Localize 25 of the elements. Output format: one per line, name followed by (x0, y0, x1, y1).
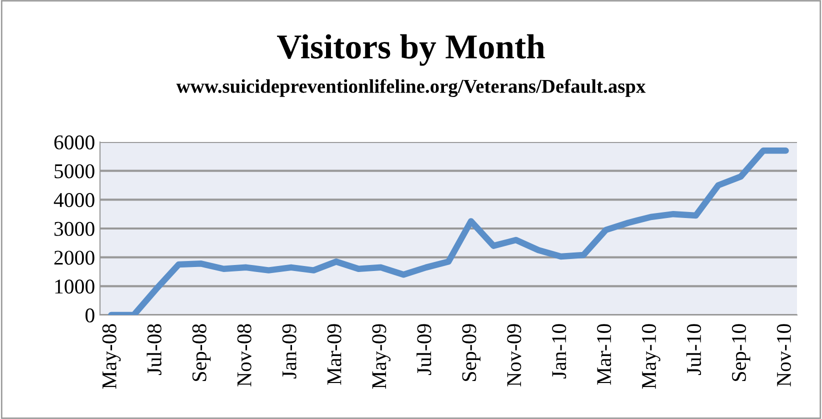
x-tick-label: Mar-09 (327, 324, 342, 385)
x-tick-label: Sep-09 (462, 324, 480, 381)
y-tick-label: 3000 (54, 222, 94, 236)
x-tick-label: Nov-10 (776, 324, 791, 386)
x-tick-label: Nov-09 (507, 324, 522, 386)
x-tick-label: Jul-10 (686, 324, 702, 375)
x-tick-label: May-09 (372, 324, 390, 389)
x-tick-label: Jan-10 (552, 324, 566, 378)
chart-subtitle: www.suicidepreventionlifeline.org/Veterans/Default.aspx (176, 79, 646, 97)
x-tick-label: Jan-09 (282, 324, 296, 378)
chart-title: Visitors by Month (277, 34, 545, 66)
x-tick-label: Mar-10 (597, 324, 612, 385)
y-tick-label: 2000 (54, 250, 94, 265)
x-tick-label: Jul-08 (146, 324, 162, 375)
x-tick-label: May-08 (102, 324, 121, 389)
y-tick-label: 6000 (54, 135, 94, 150)
y-tick-label: 4000 (54, 193, 94, 208)
y-tick-label: 1000 (55, 280, 94, 294)
x-tick-label: Nov-08 (237, 324, 252, 386)
y-tick-label: 0 (86, 308, 94, 322)
x-tick-label: Sep-10 (732, 324, 750, 381)
x-tick-label: May-10 (642, 324, 660, 389)
y-tick-label: 5000 (54, 164, 94, 178)
x-tick-label: Jul-09 (416, 324, 432, 375)
x-tick-label: Sep-08 (192, 324, 211, 381)
